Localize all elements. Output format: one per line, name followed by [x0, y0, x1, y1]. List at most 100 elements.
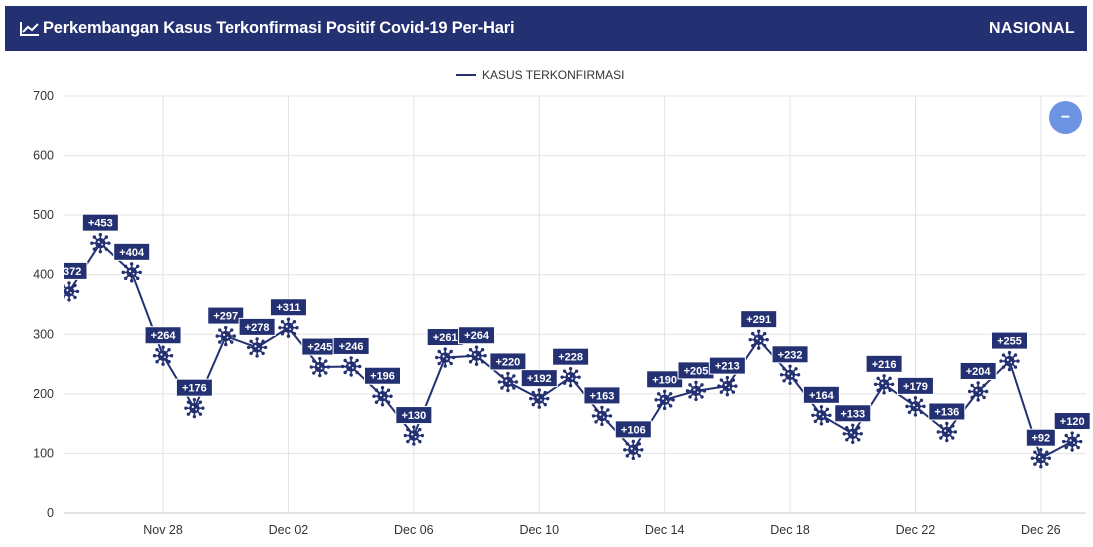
- virus-spike-tip: [92, 235, 97, 239]
- virus-spike-tip: [905, 404, 909, 409]
- zoom-out-button[interactable]: −: [1049, 101, 1082, 134]
- virus-icon: [591, 405, 613, 427]
- y-tick-label: 400: [33, 268, 54, 282]
- y-tick-label: 700: [33, 89, 54, 103]
- virus-spike-tip: [286, 317, 291, 321]
- virus-spike-tip: [64, 284, 65, 287]
- data-label-text: +220: [496, 356, 521, 368]
- virus-spike-tip: [953, 430, 957, 434]
- virus-spike-tip: [230, 328, 234, 332]
- data-label-bg: [269, 298, 307, 317]
- virus-icon: [560, 366, 581, 388]
- virus-body: [64, 286, 75, 297]
- data-label-text: +213: [715, 361, 740, 373]
- line-chart-icon: [19, 20, 41, 38]
- data-label-text: +278: [245, 322, 270, 334]
- virus-spike-tip: [982, 395, 986, 400]
- virus-spike-tip: [249, 351, 253, 356]
- virus-spike-tip: [324, 359, 328, 363]
- virus-spot: [254, 345, 257, 348]
- x-tick-label: Dec 02: [269, 523, 309, 537]
- data-label-text: +92: [1032, 433, 1051, 445]
- virus-spike-tip: [218, 328, 222, 332]
- data-label: +205: [677, 361, 715, 380]
- virus-spike-tip: [90, 241, 94, 245]
- virus-spike-tip: [1007, 367, 1012, 372]
- virus-spike-tip: [945, 421, 949, 426]
- virus-spike-tip: [318, 373, 322, 378]
- virus-spike-tip: [719, 390, 724, 394]
- data-label-text: +255: [997, 336, 1022, 348]
- data-label-text: +120: [1060, 416, 1085, 428]
- virus-spike-tip: [851, 423, 855, 427]
- data-label-bg: [959, 361, 997, 380]
- virus-spike-tip: [719, 378, 724, 382]
- virus-spike-tip: [913, 413, 918, 417]
- data-label-text: +245: [307, 342, 332, 354]
- virus-icon: [873, 374, 895, 395]
- virus-spot: [944, 429, 947, 432]
- data-label: +216: [865, 354, 903, 373]
- virus-spike-tip: [1001, 353, 1006, 357]
- virus-spike-tip: [192, 397, 197, 402]
- virus-spike-tip: [631, 439, 635, 444]
- virus-spike-tip: [825, 419, 830, 424]
- virus-body: [565, 371, 576, 383]
- virus-spot: [191, 405, 194, 409]
- virus-body: [345, 361, 357, 372]
- virus-spike-tip: [295, 326, 299, 330]
- virus-spike-tip: [98, 232, 103, 237]
- virus-spike-tip: [167, 348, 171, 352]
- virus-spot: [947, 432, 950, 435]
- data-label-bg: [708, 356, 746, 375]
- virus-spike-tip: [232, 334, 236, 338]
- virus-spike-tip: [406, 439, 410, 444]
- virus-spike-tip: [694, 380, 698, 385]
- title-wrap: Perkembangan Kasus Terkonfirmasi Positif…: [19, 19, 515, 38]
- data-label-text: +232: [778, 349, 803, 361]
- chart-legend[interactable]: KASUS TERKONFIRMASI: [456, 68, 624, 82]
- virus-spike-tip: [694, 397, 698, 402]
- virus-spot: [571, 377, 574, 380]
- virus-body: [95, 237, 106, 249]
- virus-spike-tip: [857, 438, 861, 442]
- y-tick-label: 100: [33, 446, 54, 460]
- virus-body: [784, 369, 796, 380]
- data-label: +372: [64, 261, 88, 280]
- virus-spot: [442, 355, 445, 358]
- virus-spot: [1006, 358, 1009, 361]
- virus-icon: [529, 388, 550, 409]
- virus-spike-tip: [625, 442, 629, 446]
- virus-spike-tip: [656, 404, 661, 408]
- virus-spike-tip: [201, 406, 205, 410]
- virus-spot: [1073, 442, 1075, 444]
- virus-spike-tip: [514, 380, 519, 384]
- virus-spike-tip: [625, 454, 629, 458]
- data-label: +261: [426, 328, 464, 347]
- legend-swatch: [456, 74, 476, 76]
- virus-icon: [340, 356, 362, 377]
- virus-spike-tip: [468, 348, 473, 352]
- virus-spike-tip: [483, 354, 487, 358]
- virus-spot: [505, 379, 508, 382]
- virus-spike-tip: [574, 369, 579, 373]
- virus-spike-tip: [130, 279, 134, 283]
- data-label: +196: [364, 366, 401, 385]
- data-label: +179: [896, 376, 934, 395]
- virus-spike-tip: [412, 442, 416, 446]
- virus-spike-tip: [702, 389, 707, 393]
- virus-spike-tip: [779, 373, 784, 377]
- data-label-text: +264: [464, 330, 490, 342]
- virus-spike-tip: [64, 296, 65, 299]
- virus-spike-tip: [668, 404, 673, 408]
- x-tick-label: Dec 06: [394, 523, 434, 537]
- virus-spike-tip: [825, 407, 830, 411]
- virus-spot: [379, 393, 382, 397]
- virus-spot: [383, 396, 386, 399]
- virus-spike-tip: [326, 365, 330, 369]
- virus-spike-tip: [349, 356, 353, 360]
- data-label: +311: [269, 298, 307, 317]
- data-label-bg: [552, 347, 590, 366]
- virus-spike-tip: [355, 358, 359, 363]
- data-label: +190: [646, 370, 684, 389]
